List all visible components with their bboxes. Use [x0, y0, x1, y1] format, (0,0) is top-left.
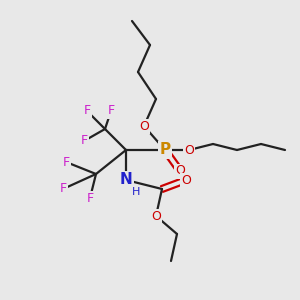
Text: O: O	[151, 209, 161, 223]
Text: F: F	[59, 182, 67, 196]
Text: F: F	[86, 191, 94, 205]
Text: O: O	[139, 119, 149, 133]
Text: F: F	[83, 104, 91, 118]
Text: F: F	[62, 155, 70, 169]
Text: O: O	[181, 173, 191, 187]
Text: N: N	[120, 172, 132, 188]
Text: F: F	[80, 134, 88, 148]
Text: H: H	[132, 187, 141, 197]
Text: O: O	[175, 164, 185, 178]
Text: P: P	[159, 142, 171, 158]
Text: F: F	[107, 104, 115, 118]
Text: O: O	[184, 143, 194, 157]
